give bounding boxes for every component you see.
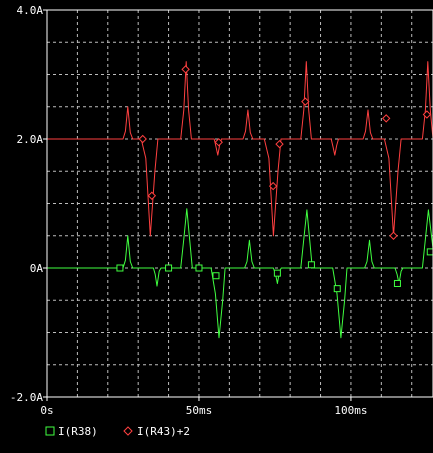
legend-entry-r38: I(R38) xyxy=(45,425,98,438)
legend-marker-square-icon xyxy=(45,426,55,436)
series-line-r43 xyxy=(47,61,433,237)
data-point-diamond xyxy=(381,114,391,123)
x-tick-label: 0s xyxy=(40,404,53,417)
data-point-diamond xyxy=(275,139,284,149)
data-point-diamond xyxy=(181,65,190,74)
data-point-diamond xyxy=(422,110,432,119)
y-tick-label: 4.0A xyxy=(17,4,44,17)
data-point-square xyxy=(116,264,124,272)
x-tick-label: 100ms xyxy=(334,404,367,417)
data-point-square xyxy=(307,261,315,269)
data-point-square xyxy=(426,248,433,256)
legend-entry-r43: I(R43)+2 xyxy=(123,425,190,438)
data-point-diamond xyxy=(389,231,398,240)
y-tick-label: 0A xyxy=(30,262,44,275)
data-point-square xyxy=(333,285,341,293)
data-point-square xyxy=(393,279,401,287)
series-line-r38 xyxy=(47,208,433,339)
series-group xyxy=(47,61,433,339)
data-point-diamond xyxy=(147,191,157,200)
data-point-square xyxy=(273,269,281,277)
y-tick-label: 2.0A xyxy=(17,133,44,146)
data-point-diamond xyxy=(138,134,147,144)
legend: I(R38) I(R43)+2 xyxy=(45,425,190,438)
legend-label-r43: I(R43)+2 xyxy=(137,425,190,438)
data-point-square xyxy=(195,264,203,272)
x-tick-label: 50ms xyxy=(186,404,213,417)
data-point-diamond xyxy=(301,97,310,106)
legend-marker-diamond-icon xyxy=(123,426,133,436)
data-point-square xyxy=(165,264,173,272)
plot-frame xyxy=(46,9,433,398)
data-point-diamond xyxy=(214,138,223,147)
data-point-diamond xyxy=(268,181,278,191)
data-point-square xyxy=(212,272,220,280)
y-tick-label: -2.0A xyxy=(10,391,43,404)
legend-label-r38: I(R38) xyxy=(58,425,98,438)
